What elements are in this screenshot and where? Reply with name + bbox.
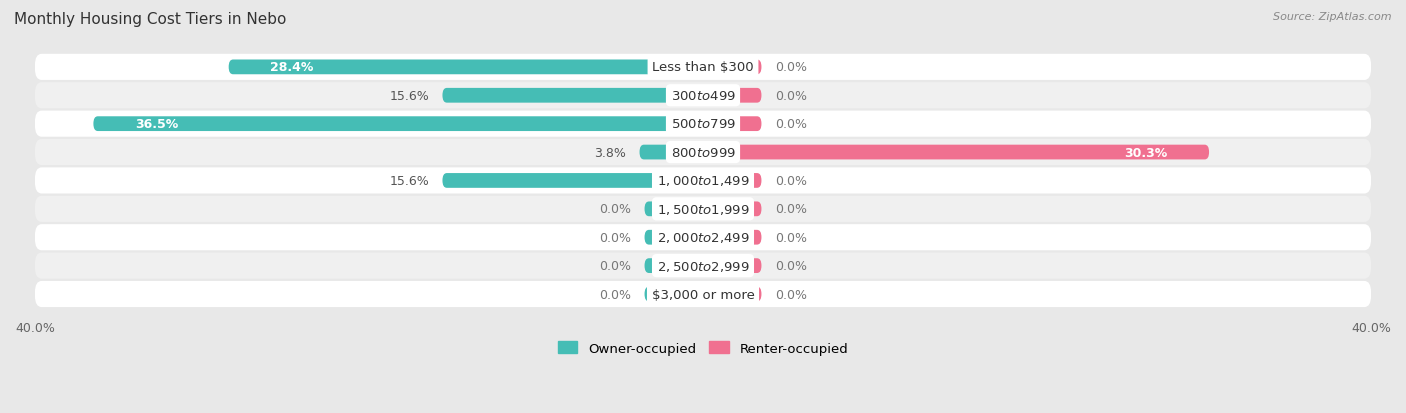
Text: $500 to $799: $500 to $799 [671, 118, 735, 131]
FancyBboxPatch shape [35, 196, 1371, 222]
FancyBboxPatch shape [35, 83, 1371, 109]
FancyBboxPatch shape [644, 202, 703, 217]
Text: $300 to $499: $300 to $499 [671, 90, 735, 102]
FancyBboxPatch shape [443, 173, 703, 188]
FancyBboxPatch shape [640, 145, 703, 160]
FancyBboxPatch shape [703, 202, 762, 217]
Text: 0.0%: 0.0% [775, 288, 807, 301]
FancyBboxPatch shape [703, 173, 762, 188]
Legend: Owner-occupied, Renter-occupied: Owner-occupied, Renter-occupied [553, 336, 853, 360]
Text: 28.4%: 28.4% [270, 61, 314, 74]
Text: $1,500 to $1,999: $1,500 to $1,999 [657, 202, 749, 216]
FancyBboxPatch shape [703, 60, 762, 75]
FancyBboxPatch shape [703, 287, 762, 301]
Text: 36.5%: 36.5% [135, 118, 179, 131]
FancyBboxPatch shape [35, 253, 1371, 279]
FancyBboxPatch shape [644, 230, 703, 245]
FancyBboxPatch shape [644, 259, 703, 273]
FancyBboxPatch shape [35, 281, 1371, 307]
FancyBboxPatch shape [35, 168, 1371, 194]
FancyBboxPatch shape [35, 55, 1371, 81]
Text: 3.8%: 3.8% [595, 146, 626, 159]
FancyBboxPatch shape [443, 89, 703, 103]
Text: 0.0%: 0.0% [775, 61, 807, 74]
Text: $2,000 to $2,499: $2,000 to $2,499 [657, 231, 749, 244]
FancyBboxPatch shape [35, 225, 1371, 251]
FancyBboxPatch shape [703, 230, 762, 245]
Text: $2,500 to $2,999: $2,500 to $2,999 [657, 259, 749, 273]
Text: 0.0%: 0.0% [775, 259, 807, 273]
FancyBboxPatch shape [35, 112, 1371, 138]
Text: 0.0%: 0.0% [599, 288, 631, 301]
Text: 0.0%: 0.0% [599, 203, 631, 216]
Text: $800 to $999: $800 to $999 [671, 146, 735, 159]
FancyBboxPatch shape [644, 287, 703, 301]
FancyBboxPatch shape [35, 140, 1371, 166]
FancyBboxPatch shape [229, 60, 703, 75]
Text: 0.0%: 0.0% [775, 118, 807, 131]
Text: $3,000 or more: $3,000 or more [651, 288, 755, 301]
Text: 0.0%: 0.0% [599, 231, 631, 244]
Text: 0.0%: 0.0% [775, 90, 807, 102]
Text: 15.6%: 15.6% [389, 175, 429, 188]
Text: 0.0%: 0.0% [775, 203, 807, 216]
Text: 30.3%: 30.3% [1123, 146, 1167, 159]
Text: 0.0%: 0.0% [775, 231, 807, 244]
FancyBboxPatch shape [703, 259, 762, 273]
Text: $1,000 to $1,499: $1,000 to $1,499 [657, 174, 749, 188]
Text: Source: ZipAtlas.com: Source: ZipAtlas.com [1274, 12, 1392, 22]
Text: 0.0%: 0.0% [775, 175, 807, 188]
Text: 15.6%: 15.6% [389, 90, 429, 102]
FancyBboxPatch shape [703, 89, 762, 103]
Text: Less than $300: Less than $300 [652, 61, 754, 74]
FancyBboxPatch shape [703, 117, 762, 132]
Text: Monthly Housing Cost Tiers in Nebo: Monthly Housing Cost Tiers in Nebo [14, 12, 287, 27]
FancyBboxPatch shape [703, 145, 1209, 160]
FancyBboxPatch shape [93, 117, 703, 132]
Text: 0.0%: 0.0% [599, 259, 631, 273]
